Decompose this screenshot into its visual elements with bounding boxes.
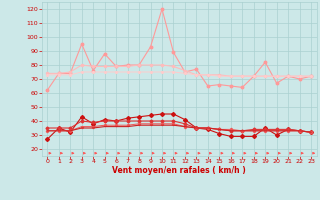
X-axis label: Vent moyen/en rafales ( km/h ): Vent moyen/en rafales ( km/h ) <box>112 166 246 175</box>
